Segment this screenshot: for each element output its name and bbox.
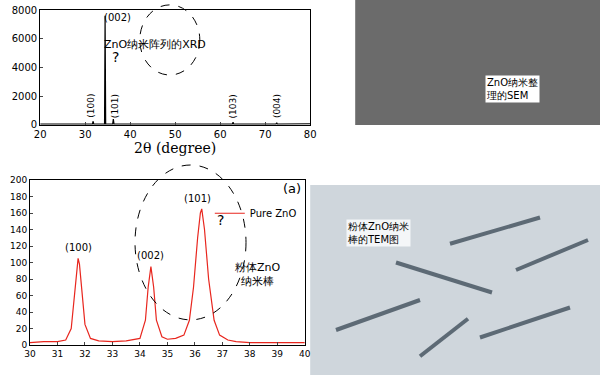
svg-text:38: 38 (244, 349, 256, 359)
svg-text:40: 40 (16, 307, 28, 317)
svg-text:100: 100 (10, 258, 27, 268)
svg-text:30: 30 (24, 349, 36, 359)
svg-text:30: 30 (79, 129, 92, 140)
svg-text:4000: 4000 (12, 62, 37, 73)
svg-text:0: 0 (31, 119, 37, 130)
svg-text:50: 50 (169, 129, 182, 140)
svg-text:36: 36 (189, 349, 201, 359)
svg-text:(002): (002) (104, 12, 131, 23)
svg-text:20: 20 (16, 324, 28, 334)
svg-text:32: 32 (79, 349, 90, 359)
svg-text:6000: 6000 (12, 33, 37, 44)
svg-text:(a): (a) (283, 181, 301, 196)
svg-text:粉体ZnO纳米棒: 粉体ZnO纳米棒 (235, 261, 281, 288)
svg-text:2θ (degree): 2θ (degree) (134, 140, 216, 156)
svg-text:0: 0 (21, 340, 27, 350)
svg-text:34: 34 (134, 349, 146, 359)
svg-text:(004): (004) (272, 94, 282, 118)
svg-text:70: 70 (259, 129, 272, 140)
svg-text:200: 200 (10, 175, 27, 185)
svg-text:?: ? (217, 212, 224, 228)
svg-text:180: 180 (10, 192, 27, 202)
svg-text:2000: 2000 (12, 91, 37, 102)
svg-text:ZnO纳米整理的SEM: ZnO纳米整理的SEM (487, 77, 538, 101)
svg-text:(103): (103) (228, 94, 238, 118)
svg-text:40: 40 (299, 349, 311, 359)
svg-text:(101): (101) (184, 193, 211, 204)
svg-text:120: 120 (10, 241, 27, 251)
svg-text:?: ? (112, 49, 119, 65)
svg-text:粉体ZnO纳米棒的TEM图: 粉体ZnO纳米棒的TEM图 (348, 221, 409, 245)
svg-text:60: 60 (214, 129, 227, 140)
svg-text:(100): (100) (65, 242, 92, 253)
svg-text:40: 40 (124, 129, 137, 140)
svg-text:8000: 8000 (12, 5, 37, 16)
svg-text:ZnO纳米阵列的XRD: ZnO纳米阵列的XRD (104, 38, 206, 51)
svg-text:35: 35 (162, 349, 173, 359)
svg-text:37: 37 (217, 349, 228, 359)
svg-text:Pure ZnO: Pure ZnO (250, 208, 297, 219)
svg-text:20: 20 (34, 129, 47, 140)
svg-text:(100): (100) (86, 94, 96, 118)
svg-text:(101): (101) (110, 94, 120, 118)
svg-text:160: 160 (10, 208, 27, 218)
svg-text:80: 80 (304, 129, 317, 140)
svg-text:39: 39 (272, 349, 284, 359)
svg-text:33: 33 (107, 349, 118, 359)
svg-text:60: 60 (16, 291, 28, 301)
svg-text:140: 140 (10, 225, 27, 235)
svg-text:31: 31 (52, 349, 63, 359)
svg-text:80: 80 (16, 274, 28, 284)
svg-text:(002): (002) (137, 250, 164, 261)
